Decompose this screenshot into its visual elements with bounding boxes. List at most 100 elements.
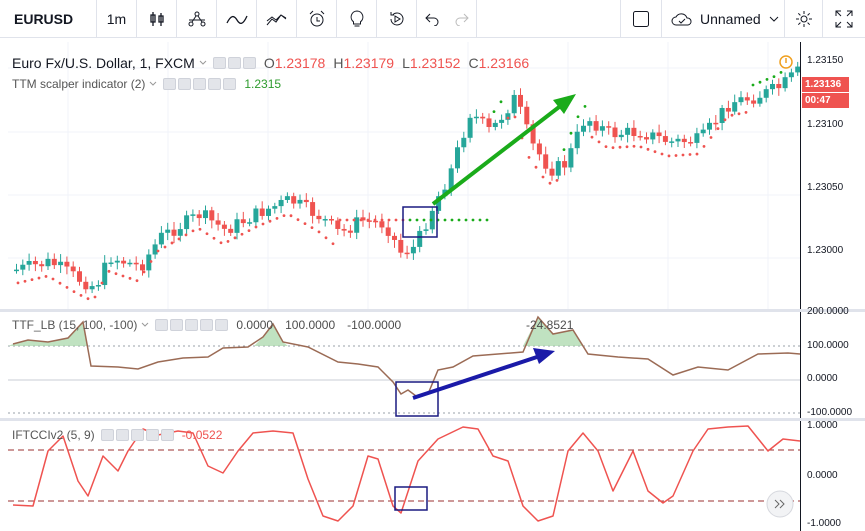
ttf-axis[interactable]: 200.0000 100.0000 0.0000 -100.0000 (800, 306, 865, 418)
lightbulb-icon (350, 9, 363, 26)
candle-body (215, 220, 221, 225)
ttm-dot (72, 290, 76, 293)
ttm-dot (716, 127, 720, 131)
compare-button[interactable] (177, 0, 217, 38)
iftcci-axis[interactable]: 1.0000 0.0000 -1.0000 (800, 420, 865, 531)
ttm-dot (296, 218, 300, 222)
alert-button[interactable] (297, 0, 337, 38)
candle-body (347, 230, 353, 233)
scroll-to-realtime-button[interactable] (766, 490, 794, 518)
redo-button[interactable] (447, 0, 477, 38)
replay-button[interactable] (377, 0, 417, 38)
ttm-dot (527, 156, 531, 159)
candle-body (669, 141, 675, 143)
interval-button[interactable]: 1m (97, 0, 137, 38)
ttm-dot (149, 260, 153, 263)
candle-body (316, 215, 322, 220)
ttm-dot (310, 226, 314, 230)
candle-body (713, 122, 719, 125)
symbol-title[interactable]: Euro Fx/U.S. Dollar, 1, FXCM (12, 55, 195, 71)
price-tick: 1.23150 (807, 55, 844, 66)
candle-body (574, 131, 580, 149)
candle-body (266, 208, 271, 216)
fullscreen-button[interactable] (823, 0, 865, 38)
candle-body (39, 264, 45, 267)
candle-body (392, 235, 397, 240)
candle-body (543, 154, 549, 169)
ttf-name[interactable]: TTF_LB (15, 100, -100) (12, 318, 138, 332)
price-axis[interactable]: 1.23150 1.23100 1.23050 1.23000 1.23136 … (800, 42, 865, 310)
last-price-tag: 1.23136 (802, 77, 849, 92)
undo-button[interactable] (417, 0, 447, 38)
alert-indicator-icon[interactable] (778, 54, 794, 70)
ttm-dot (485, 218, 489, 222)
candle-body (102, 262, 108, 286)
ttm-dot (562, 148, 566, 152)
ttm-dot (121, 274, 125, 278)
ttm-dot (429, 218, 433, 222)
ttm-dot (142, 270, 146, 274)
ttf-pane[interactable] (8, 312, 800, 418)
ttm-dot (289, 214, 293, 218)
indicator-actions[interactable] (163, 78, 238, 90)
candle-body (127, 262, 133, 265)
iftcci-name[interactable]: IFTCCIv2 (5, 9) (12, 428, 95, 442)
legend-actions[interactable] (212, 57, 258, 69)
ttm-dot (345, 218, 349, 222)
candle-body (681, 138, 687, 143)
ttm-dot (765, 78, 769, 81)
symbol-search[interactable]: EURUSD (0, 0, 97, 38)
ttm-dot (30, 278, 34, 282)
candle-body (688, 142, 694, 144)
candle-body (360, 217, 366, 221)
ttf-tick: 100.0000 (807, 340, 849, 351)
candle-body (253, 208, 259, 223)
ift-tick: 0.0000 (807, 470, 838, 481)
candle-body (259, 208, 265, 216)
candle-body (272, 206, 278, 209)
ttm-dot (51, 277, 55, 281)
layout-toggle-button[interactable] (620, 0, 662, 38)
indicator-name[interactable]: TTM scalper indicator (2) (12, 77, 146, 91)
pane-separator[interactable] (0, 309, 865, 312)
candle-body (562, 161, 568, 168)
save-layout-button[interactable]: Unnamed (662, 0, 785, 38)
ttm-dot (65, 286, 69, 289)
candle-body (114, 260, 120, 263)
ideas-button[interactable] (337, 0, 377, 38)
price-chart-pane[interactable] (8, 42, 800, 310)
cloud-icon (671, 13, 692, 26)
candle-body (379, 221, 385, 228)
indicators-button[interactable] (217, 0, 257, 38)
chevron-down-icon[interactable] (199, 60, 207, 66)
candle-body (423, 229, 429, 231)
ttm-dot (191, 229, 195, 233)
chevron-down-icon[interactable] (149, 81, 157, 87)
candle-body (763, 89, 769, 98)
ttm-dot (548, 181, 552, 185)
candle-body (725, 107, 731, 112)
chevron-down-icon[interactable] (141, 322, 149, 328)
settings-button[interactable] (785, 0, 823, 38)
candle-body (511, 94, 517, 114)
iftcci-actions[interactable] (100, 429, 176, 441)
candle-body (303, 199, 309, 203)
candle-body (707, 122, 712, 130)
financials-button[interactable] (257, 0, 297, 38)
trend-arrow-head (553, 94, 576, 114)
ttm-dot (408, 218, 412, 222)
ttm-dot (660, 152, 664, 156)
ttf-actions[interactable] (155, 319, 230, 331)
indicator-value: 1.2315 (244, 77, 282, 91)
candle-body (612, 127, 618, 138)
pane-separator[interactable] (0, 418, 865, 421)
chart-type-button[interactable] (137, 0, 177, 38)
ttm-dot (254, 225, 258, 229)
high-label: H (333, 55, 344, 71)
ttm-dot (688, 153, 692, 156)
ttm-dot (156, 249, 160, 253)
indicator-legend: TTM scalper indicator (2) 1.2315 (12, 77, 281, 91)
ttm-dot (457, 218, 461, 222)
ttm-dot (695, 152, 699, 156)
candle-body (83, 281, 89, 290)
